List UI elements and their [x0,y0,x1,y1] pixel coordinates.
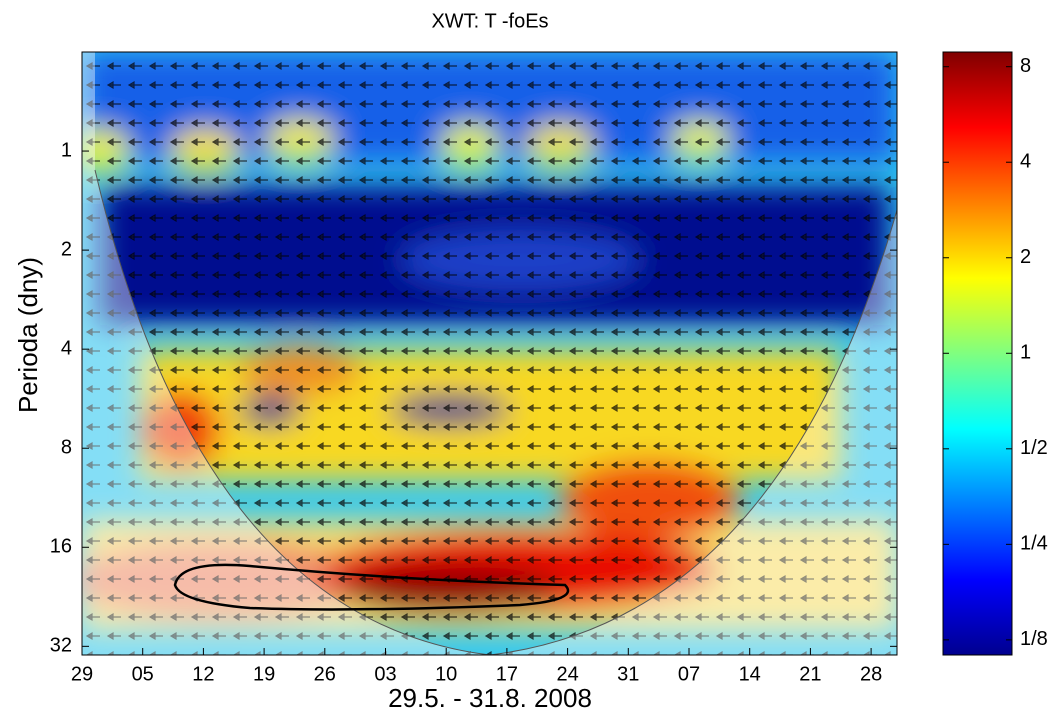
colorbar-tick-label: 2 [1020,246,1031,268]
x-tick-label: 19 [253,663,275,685]
colorbar-tick-label: 4 [1020,151,1031,173]
heatmap-field [82,52,897,655]
colorbar-tick-label: 1/2 [1020,437,1048,459]
x-tick-label: 12 [192,663,214,685]
x-tick-label: 29 [71,663,93,685]
colorbar-tick-label: 1/8 [1020,628,1048,650]
x-tick-label: 03 [374,663,396,685]
y-tick-label: 1 [61,139,72,161]
x-tick-label: 10 [435,663,457,685]
y-tick-label: 32 [50,635,72,657]
x-tick-label: 31 [617,663,639,685]
x-tick-label: 28 [860,663,882,685]
y-tick-label: 8 [61,437,72,459]
x-tick-label: 17 [496,663,518,685]
x-tick-label: 07 [678,663,700,685]
x-tick-label: 14 [739,663,761,685]
x-axis-label: 29.5. - 31.8. 2008 [388,683,592,713]
x-tick-label: 26 [314,663,336,685]
x-tick-label: 21 [799,663,821,685]
y-tick-label: 2 [61,238,72,260]
chart-title: XWT: T -foEs [431,10,548,32]
x-tick-label: 24 [556,663,578,685]
y-axis-label: Perioda (dny) [13,257,43,413]
colorbar-tick-label: 1 [1020,342,1031,364]
colorbar [942,51,1013,656]
x-tick-label: 05 [132,663,154,685]
colorbar-tick-label: 8 [1020,55,1031,77]
plot-frame [81,51,898,656]
y-tick-label: 16 [50,536,72,558]
colorbar-tick-label: 1/4 [1020,533,1048,555]
y-tick-label: 4 [61,337,72,359]
